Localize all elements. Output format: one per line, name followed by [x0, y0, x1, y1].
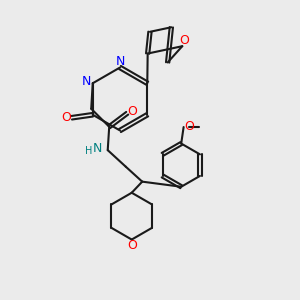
Text: N: N: [81, 75, 91, 88]
Text: N: N: [115, 55, 125, 68]
Text: H: H: [85, 146, 93, 156]
Text: O: O: [128, 105, 138, 118]
Text: O: O: [185, 120, 195, 133]
Text: N: N: [92, 142, 102, 155]
Text: O: O: [127, 239, 137, 252]
Text: O: O: [179, 34, 189, 47]
Text: O: O: [61, 111, 71, 124]
